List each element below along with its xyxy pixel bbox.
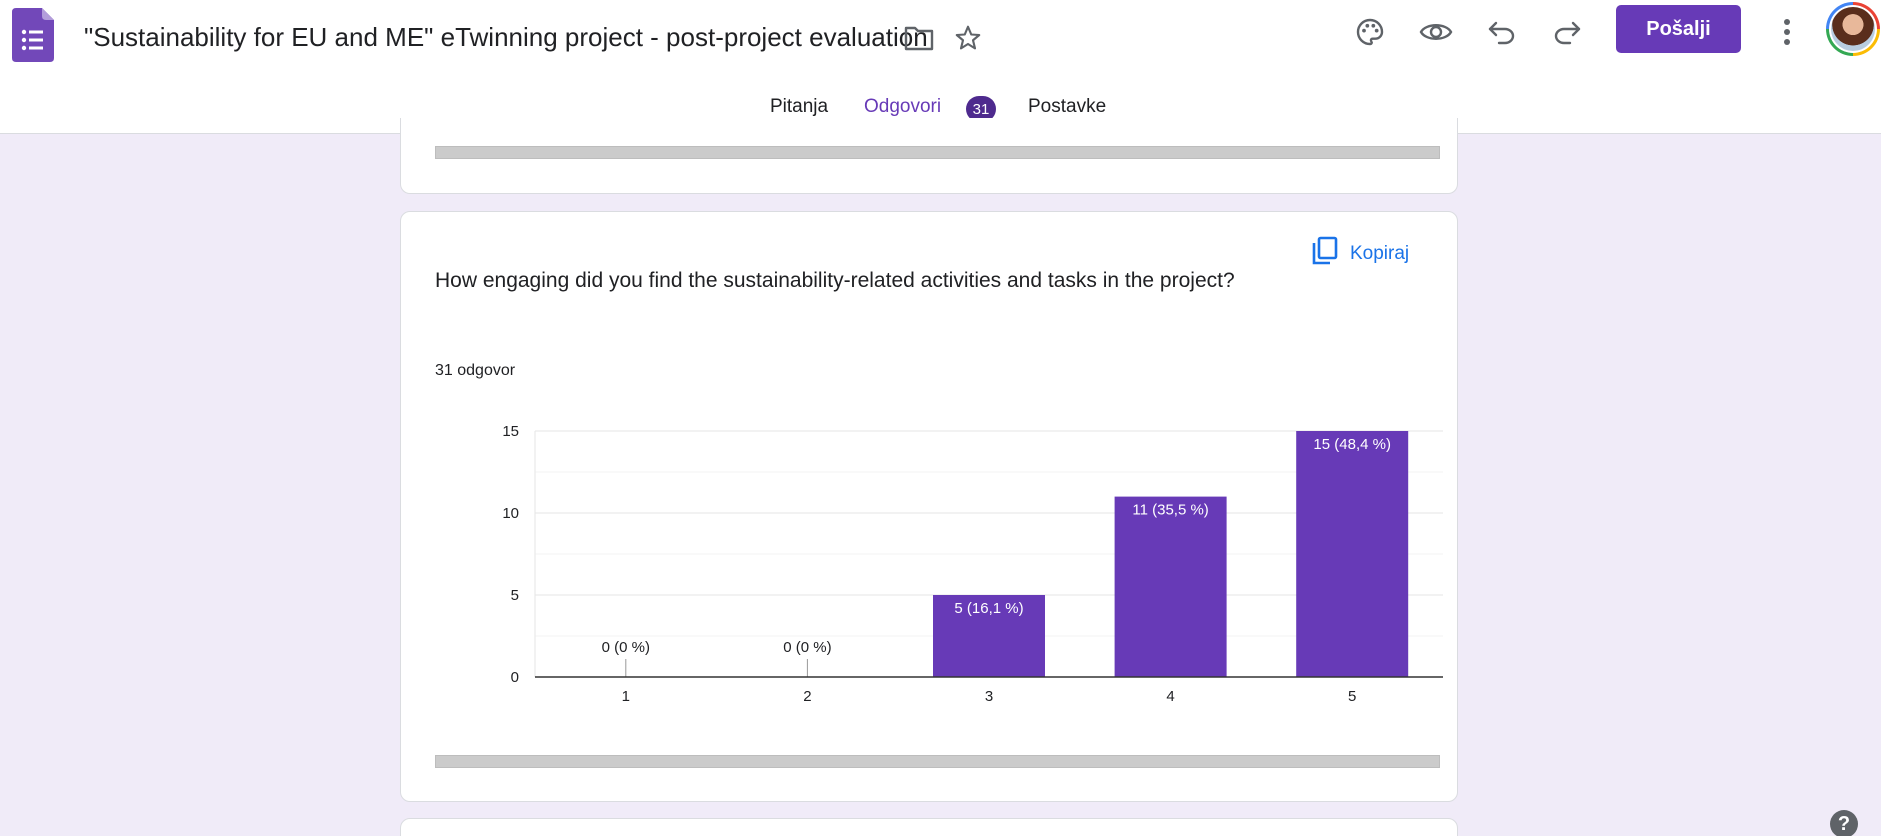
palette-icon[interactable] xyxy=(1348,10,1392,54)
question-text: How engaging did you find the sustainabi… xyxy=(435,269,1235,292)
horizontal-scrollbar[interactable] xyxy=(435,755,1440,768)
bar-data-label: 0 (0 %) xyxy=(602,639,650,656)
avatar[interactable] xyxy=(1826,2,1880,56)
bar-data-label: 15 (48,4 %) xyxy=(1313,436,1391,453)
more-vert-icon[interactable] xyxy=(1765,10,1809,54)
app-header: "Sustainability for EU and ME" eTwinning… xyxy=(0,0,1881,134)
x-tick-label: 1 xyxy=(622,688,630,705)
bar xyxy=(933,595,1045,677)
redo-icon[interactable] xyxy=(1545,10,1589,54)
y-tick-label: 10 xyxy=(502,505,519,522)
x-tick-label: 5 xyxy=(1348,688,1356,705)
bar-chart: 0 5 10 15 0 (0 %) 1 0 (0 %) 2 5 (16,1 %) 3 11 (35,… xyxy=(502,423,1443,705)
previous-question-card xyxy=(400,118,1458,194)
x-tick-label: 3 xyxy=(985,688,993,705)
copy-icon xyxy=(1312,236,1338,272)
preview-eye-icon[interactable] xyxy=(1414,10,1458,54)
y-tick-label: 0 xyxy=(511,669,519,686)
copy-chart-button[interactable]: Kopiraj xyxy=(1312,236,1409,272)
star-icon[interactable] xyxy=(946,16,990,60)
document-title[interactable]: "Sustainability for EU and ME" eTwinning… xyxy=(84,22,928,52)
x-tick-label: 2 xyxy=(803,688,811,705)
response-count: 31 odgovor xyxy=(435,362,516,379)
horizontal-scrollbar[interactable] xyxy=(435,146,1440,159)
copy-label: Kopiraj xyxy=(1350,243,1410,264)
forms-logo-icon[interactable] xyxy=(12,8,54,62)
help-icon[interactable]: ? xyxy=(1830,810,1858,836)
bar xyxy=(1114,496,1227,677)
bar xyxy=(1296,431,1409,677)
y-tick-label: 5 xyxy=(511,587,519,604)
y-tick-label: 15 xyxy=(502,423,519,440)
bar-data-label: 5 (16,1 %) xyxy=(954,600,1023,617)
x-tick-label: 4 xyxy=(1166,688,1174,705)
question-summary-card: Kopiraj How engaging did you find the su… xyxy=(400,211,1458,802)
tab-responses[interactable]: Odgovori xyxy=(864,96,942,117)
bar-data-label: 11 (35,5 %) xyxy=(1132,502,1208,519)
undo-icon[interactable] xyxy=(1480,10,1524,54)
responses-count-badge: 31 xyxy=(966,96,996,122)
bar-data-label: 0 (0 %) xyxy=(783,639,831,656)
send-button[interactable]: Pošalji xyxy=(1616,5,1741,53)
next-question-card xyxy=(400,818,1458,836)
tab-questions[interactable]: Pitanja xyxy=(770,96,829,117)
folder-icon[interactable] xyxy=(897,16,941,60)
tab-settings[interactable]: Postavke xyxy=(1028,96,1107,117)
